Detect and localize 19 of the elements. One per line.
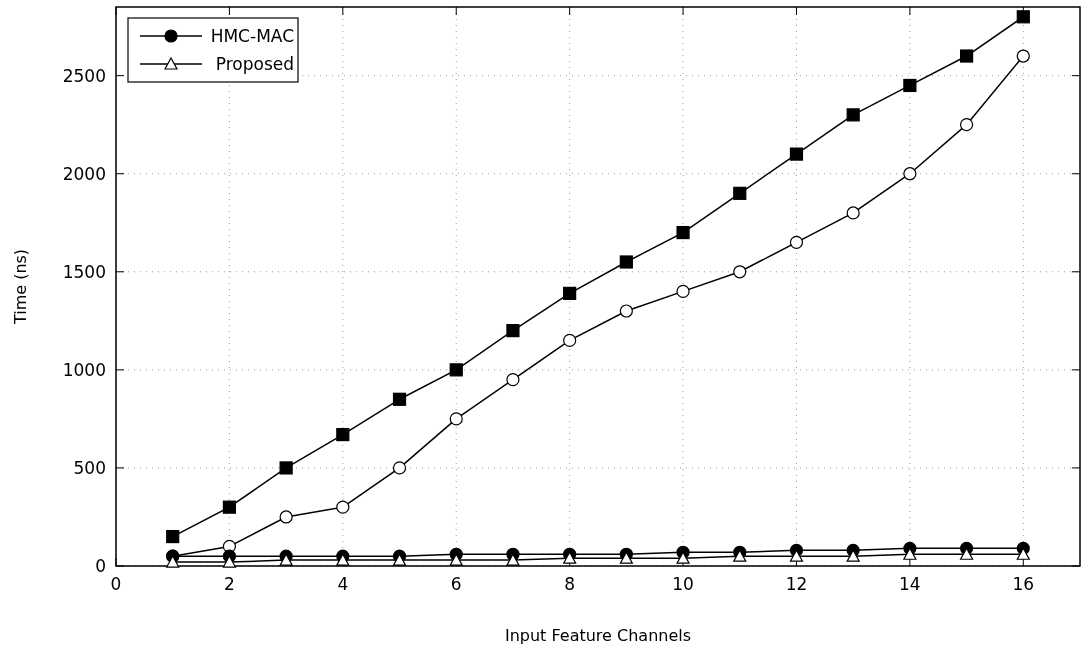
x-axis-title: Input Feature Channels xyxy=(504,626,692,645)
legend-label: HMC-MAC xyxy=(210,26,294,46)
x-tick-label: 8 xyxy=(564,574,576,594)
x-tick-label: 12 xyxy=(785,574,808,594)
y-tick-label: 2000 xyxy=(62,163,106,184)
x-tick-label: 16 xyxy=(1012,574,1035,594)
legend-label: Proposed xyxy=(215,54,294,74)
y-tick-label: 1000 xyxy=(62,359,106,380)
y-tick-label: 500 xyxy=(73,457,106,478)
x-tick-label: 4 xyxy=(337,574,349,594)
y-tick-label: 0 xyxy=(95,556,106,576)
y-tick-label: 1500 xyxy=(62,261,106,282)
x-tick-label: 2 xyxy=(224,574,235,594)
x-tick-label: 14 xyxy=(899,574,921,594)
x-tick-label: 6 xyxy=(450,574,462,594)
y-axis-title: Time (ns) xyxy=(11,248,30,326)
x-tick-label: 10 xyxy=(672,574,694,594)
x-tick-label: 0 xyxy=(110,574,122,594)
y-tick-label: 2500 xyxy=(62,65,106,86)
